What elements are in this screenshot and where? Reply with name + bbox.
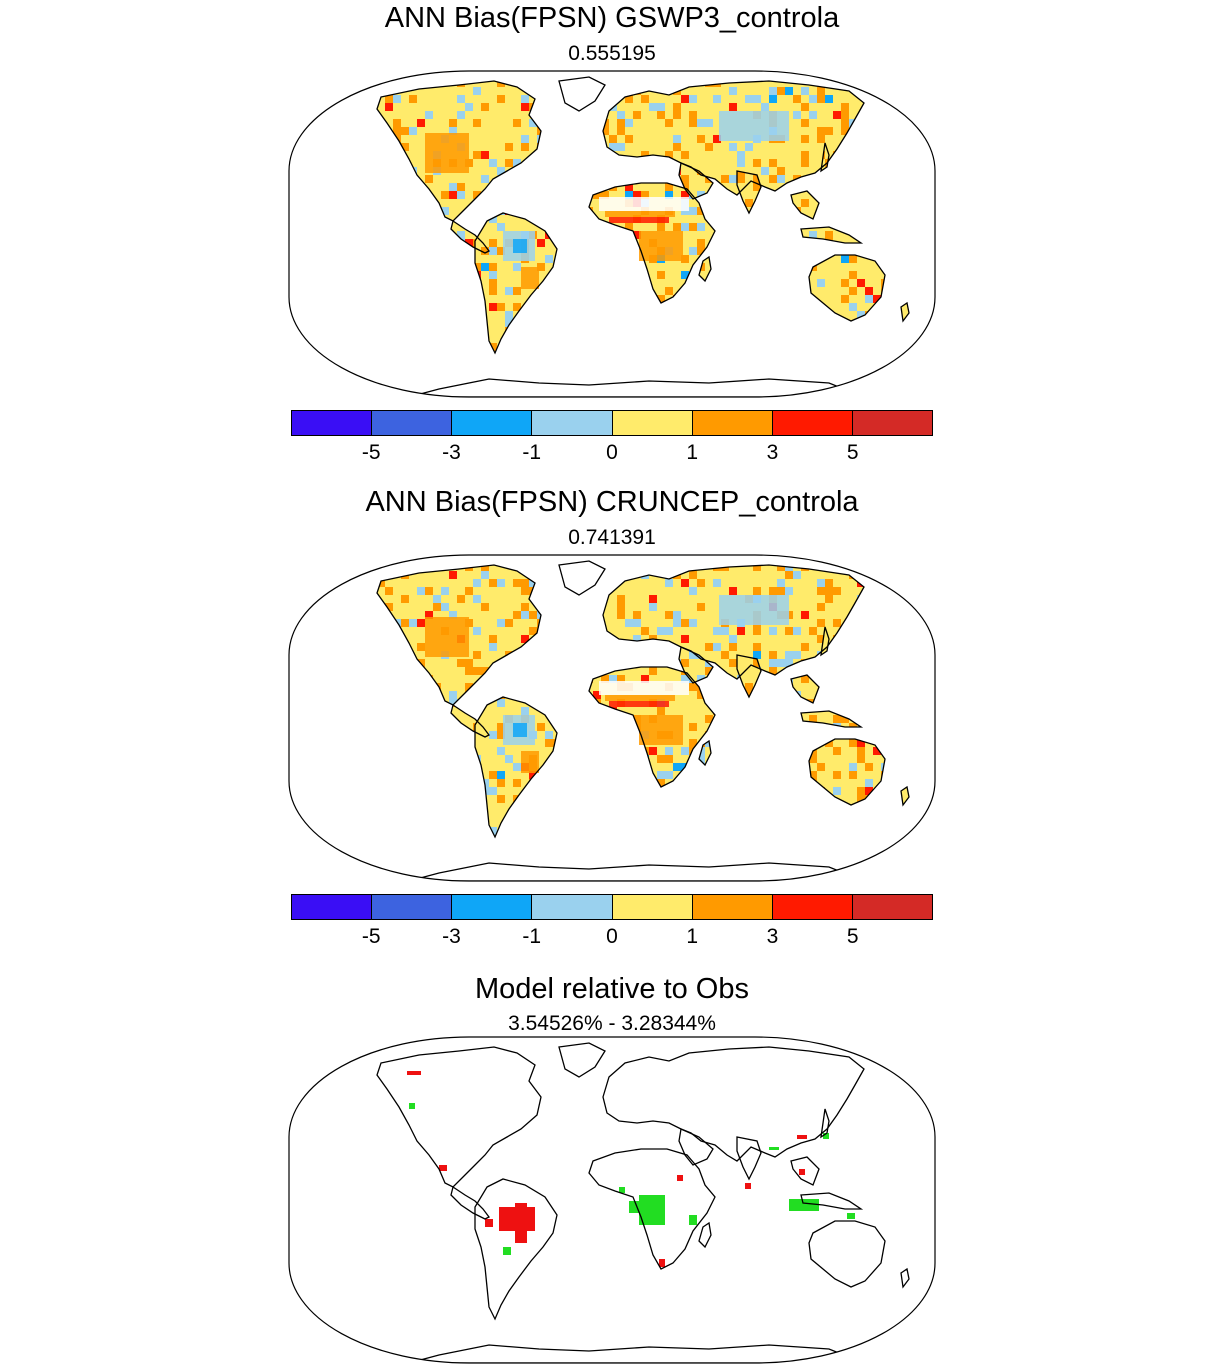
- colorbar-tick-label: 0: [606, 925, 618, 948]
- panel2-value: 0.741391: [568, 526, 656, 549]
- bias-map-gswp3: [288, 70, 936, 398]
- colorbar-tick-label: 1: [686, 441, 699, 464]
- colorbar-swatch: [532, 895, 613, 919]
- panel3-value: 3.54526% - 3.28344%: [508, 1012, 716, 1035]
- panel2-title: ANN Bias(FPSN) CRUNCEP_controla: [365, 486, 859, 518]
- colorbar-swatch: [692, 411, 773, 435]
- colorbar-1: [291, 410, 933, 436]
- map-frame-content: [376, 560, 910, 881]
- colorbar-swatch: [612, 895, 693, 919]
- colorbar-swatch: [292, 895, 373, 919]
- map-frame-content: [376, 1042, 910, 1363]
- bias-map-cruncep: [288, 554, 936, 882]
- colorbar-tick-label: -1: [522, 441, 542, 464]
- colorbar-tick-label: 1: [686, 925, 699, 948]
- colorbar-tick-label: 3: [766, 925, 779, 948]
- relative-map: [288, 1036, 936, 1364]
- map-frame-content: [376, 76, 910, 397]
- colorbar-swatch: [452, 411, 533, 435]
- colorbar-swatch: [772, 411, 853, 435]
- colorbar-tick-label: -3: [442, 441, 461, 464]
- colorbar-swatch: [532, 411, 613, 435]
- colorbar-swatch: [852, 411, 932, 435]
- colorbar-swatch: [692, 895, 773, 919]
- colorbar-tick-label: -3: [442, 925, 461, 948]
- colorbar-tick-label: 5: [846, 441, 859, 464]
- colorbar-tick-label: 0: [606, 441, 618, 464]
- colorbar-tick-label: 3: [766, 441, 779, 464]
- colorbar-swatch: [372, 411, 453, 435]
- colorbar-swatch: [452, 895, 533, 919]
- colorbar-swatch: [852, 895, 932, 919]
- colorbar-swatch: [772, 895, 853, 919]
- land-india: [737, 655, 761, 697]
- colorbar-tick-label: -1: [522, 925, 542, 948]
- colorbar-tick-label: 5: [846, 925, 859, 948]
- colorbar-tick-label: -5: [361, 441, 381, 464]
- colorbar-swatch: [612, 411, 693, 435]
- panel1-title: ANN Bias(FPSN) GSWP3_controla: [384, 2, 840, 34]
- colorbar-swatch: [292, 411, 373, 435]
- panel1-value: 0.555195: [568, 42, 656, 65]
- panel3-title: Model relative to Obs: [474, 973, 749, 1005]
- colorbar-tick-label: -5: [361, 925, 381, 948]
- colorbar-2: [291, 894, 933, 920]
- colorbar-swatch: [372, 895, 453, 919]
